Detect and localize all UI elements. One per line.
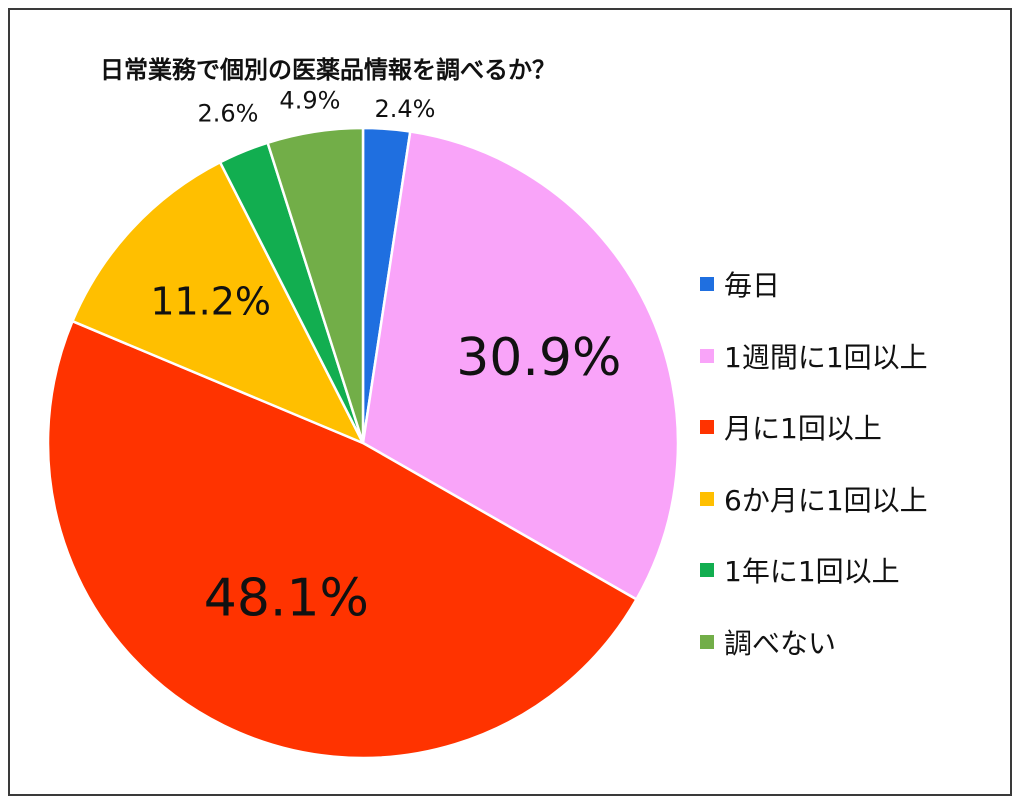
legend-label-5: 1年に1回以上 [724,555,900,588]
pie-slice-2 [361,130,680,602]
pie-slice-3 [46,319,639,760]
chart-title: 日常業務で個別の医薬品情報を調べるか？ [100,56,556,84]
legend-item-2: 1週間に1回以上 [700,338,928,374]
legend-item-6: 調べない [700,624,928,660]
pie-data-label-3: 48.1% [204,568,369,628]
legend-item-4: 6か月に1回以上 [700,481,928,517]
legend-item-3: 月に1回以上 [700,409,928,445]
pie-slice-4 [70,160,366,446]
pie-data-label-2: 30.9% [456,328,621,388]
legend-label-2: 1週間に1回以上 [724,340,928,374]
legend-label-4: 6か月に1回以上 [724,483,928,517]
legend-swatch-3 [700,420,714,434]
legend: 毎日 1週間に1回以上 月に1回以上 6か月に1回以上 1年に1回以上 調べない [700,266,928,695]
legend-swatch-2 [700,348,714,363]
legend-swatch-4 [700,491,714,506]
legend-label-3: 月に1回以上 [724,412,882,445]
legend-label-1: 毎日 [724,269,781,302]
legend-label-6: 調べない [724,626,837,660]
pie-data-label-1: 2.4% [375,95,436,123]
legend-swatch-5 [700,563,714,577]
pie-slice-6 [266,126,365,444]
pie-data-label-5: 2.6% [197,100,258,128]
legend-item-1: 毎日 [700,266,928,302]
pie-data-label-4: 11.2% [150,280,271,324]
legend-swatch-1 [700,277,714,291]
pie-data-label-6: 4.9% [279,87,340,115]
legend-swatch-6 [700,634,714,649]
legend-item-5: 1年に1回以上 [700,552,928,588]
